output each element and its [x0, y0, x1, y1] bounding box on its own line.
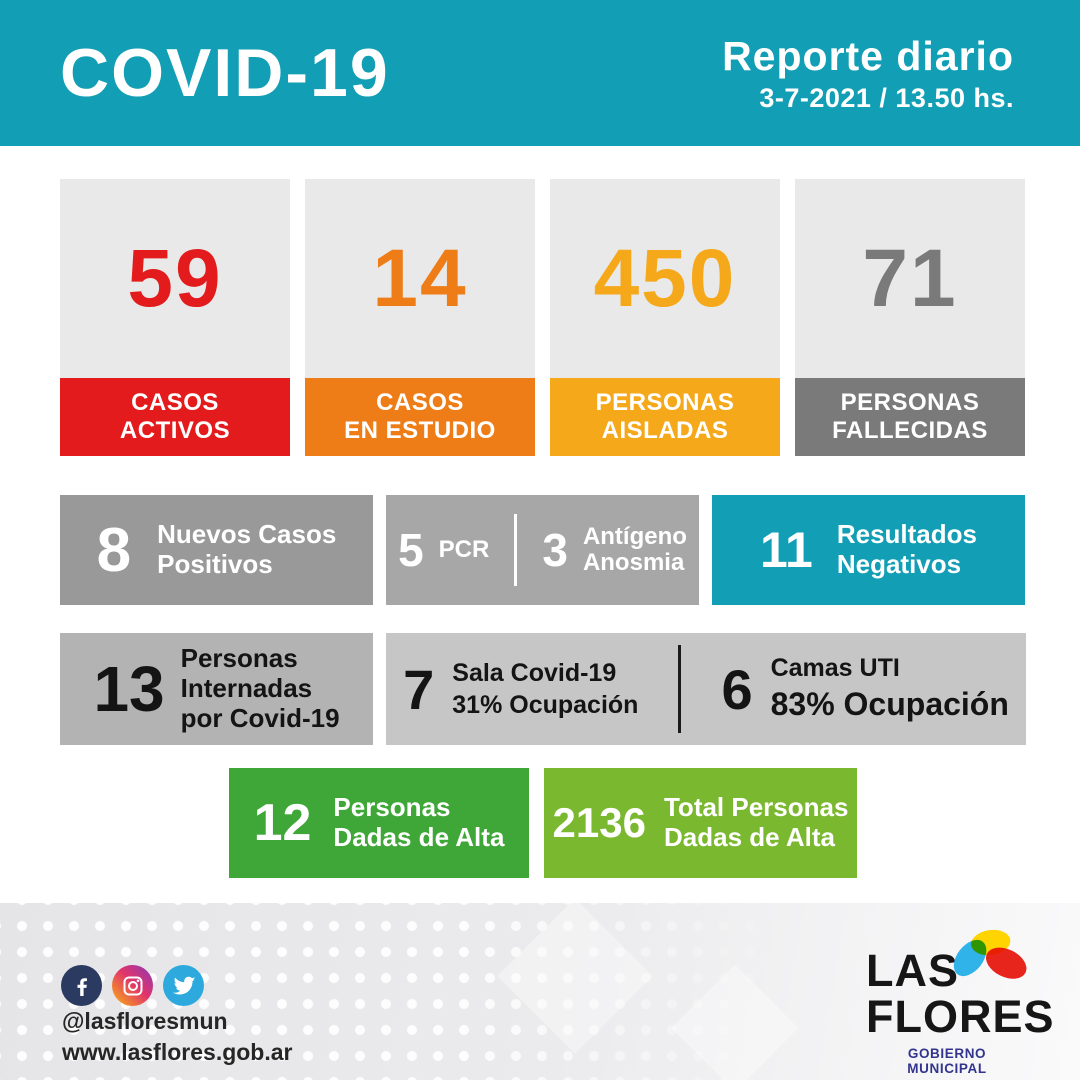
hospitalized-box: 13 Personas Internadas por Covid-19 [60, 633, 373, 745]
pattern-diamond [671, 964, 799, 1080]
covid-ward-name: Sala Covid-19 [452, 658, 617, 687]
stat-cards-row: 59 CASOS ACTIVOS 14 CASOS EN ESTUDIO 450… [60, 179, 1026, 456]
header: COVID-19 Reporte diario 3-7-2021 / 13.50… [0, 0, 1080, 146]
covid-ward-group: 7 Sala Covid-19 31% Ocupación [403, 657, 638, 722]
facebook-icon[interactable] [61, 965, 102, 1006]
stat-card-value-area: 14 [305, 179, 535, 378]
divider [678, 645, 682, 733]
stat-value: 450 [593, 232, 737, 324]
discharged-total-box: 2136 Total Personas Dadas de Alta [544, 768, 857, 878]
icu-value: 6 [721, 657, 753, 721]
new-cases-value: 8 [96, 515, 132, 585]
website-url[interactable]: www.lasflores.gob.ar [62, 1039, 293, 1065]
stat-card-personas-aisladas: 450 PERSONAS AISLADAS [550, 179, 780, 456]
stat-label: PERSONAS FALLECIDAS [795, 378, 1025, 456]
instagram-icon[interactable] [112, 965, 153, 1006]
divider [514, 514, 518, 586]
footer: @lasfloresmun www.lasflores.gob.ar [0, 898, 1080, 1080]
new-cases-label: Nuevos Casos Positivos [157, 519, 337, 579]
report-info: Reporte diario 3-7-2021 / 13.50 hs. [722, 33, 1014, 114]
stat-value: 14 [372, 232, 468, 324]
logo-subtitle: GOBIERNO MUNICIPAL [907, 1046, 987, 1076]
negative-results-value: 11 [759, 522, 813, 578]
new-positive-cases-box: 8 Nuevos Casos Positivos [60, 495, 373, 605]
las-flores-logo: LAS FLORES GOBIERNO MUNICIPAL [866, 945, 1055, 1077]
stat-card-value-area: 71 [795, 179, 1025, 378]
stat-value: 71 [862, 232, 958, 324]
covid-ward-label: Sala Covid-19 31% Ocupación [452, 657, 638, 722]
stat-card-casos-activos: 59 CASOS ACTIVOS [60, 179, 290, 456]
contact-info: @lasfloresmun www.lasflores.gob.ar [62, 1006, 292, 1068]
stat-label: CASOS EN ESTUDIO [305, 378, 535, 456]
stat-label: PERSONAS AISLADAS [550, 378, 780, 456]
antigen-value: 3 [542, 524, 568, 576]
logo-text-las: LAS [866, 945, 959, 996]
discharged-today-label: Personas Dadas de Alta [333, 792, 505, 852]
stat-card-value-area: 59 [60, 179, 290, 378]
discharged-total-label: Total Personas Dadas de Alta [663, 792, 849, 852]
tests-breakdown-box: 5 PCR 3 Antígeno Anosmia [386, 495, 699, 605]
hospitalized-value: 13 [93, 653, 165, 725]
stat-label: CASOS ACTIVOS [60, 378, 290, 456]
covid-ward-value: 7 [403, 657, 435, 721]
stat-value: 59 [127, 232, 223, 324]
icu-label: Camas UTI 83% Ocupación [771, 652, 1009, 726]
negative-results-box: 11 Resultados Negativos [712, 495, 1025, 605]
report-subtitle: Reporte diario [722, 32, 1014, 79]
hospitalized-label: Personas Internadas por Covid-19 [180, 643, 340, 733]
report-datetime: 3-7-2021 / 13.50 hs. [759, 82, 1014, 113]
stat-card-personas-fallecidas: 71 PERSONAS FALLECIDAS [795, 179, 1025, 456]
hospital-row: 13 Personas Internadas por Covid-19 7 Sa… [60, 633, 1026, 745]
page-title: COVID-19 [60, 35, 390, 111]
logo-text-flores: FLORES [866, 991, 1055, 1042]
discharged-today-value: 12 [253, 794, 312, 852]
pattern-diamond [497, 898, 653, 1054]
icu-group: 6 Camas UTI 83% Ocupación [721, 652, 1008, 726]
discharged-total-value: 2136 [552, 799, 646, 846]
social-handle[interactable]: @lasfloresmun [62, 1008, 228, 1034]
pcr-label: PCR [438, 535, 490, 563]
stat-card-casos-en-estudio: 14 CASOS EN ESTUDIO [305, 179, 535, 456]
icu-name: Camas UTI [770, 653, 900, 682]
negative-results-label: Resultados Negativos [836, 519, 977, 579]
flower-logo-icon [953, 929, 1027, 979]
twitter-icon[interactable] [163, 965, 204, 1006]
occupancy-box: 7 Sala Covid-19 31% Ocupación 6 Camas UT… [386, 633, 1026, 745]
pcr-value: 5 [398, 524, 424, 576]
discharged-today-box: 12 Personas Dadas de Alta [229, 768, 529, 878]
icu-occupation: 83% Ocupación [770, 686, 1009, 723]
stat-card-value-area: 450 [550, 179, 780, 378]
social-icons [61, 965, 204, 1006]
covid-ward-occupation: 31% Ocupación [452, 691, 639, 719]
antigen-label: Antígeno Anosmia [582, 522, 687, 576]
daily-results-row: 8 Nuevos Casos Positivos 5 PCR 3 Antígen… [60, 495, 1026, 605]
discharged-row: 12 Personas Dadas de Alta 2136 Total Per… [229, 768, 857, 878]
